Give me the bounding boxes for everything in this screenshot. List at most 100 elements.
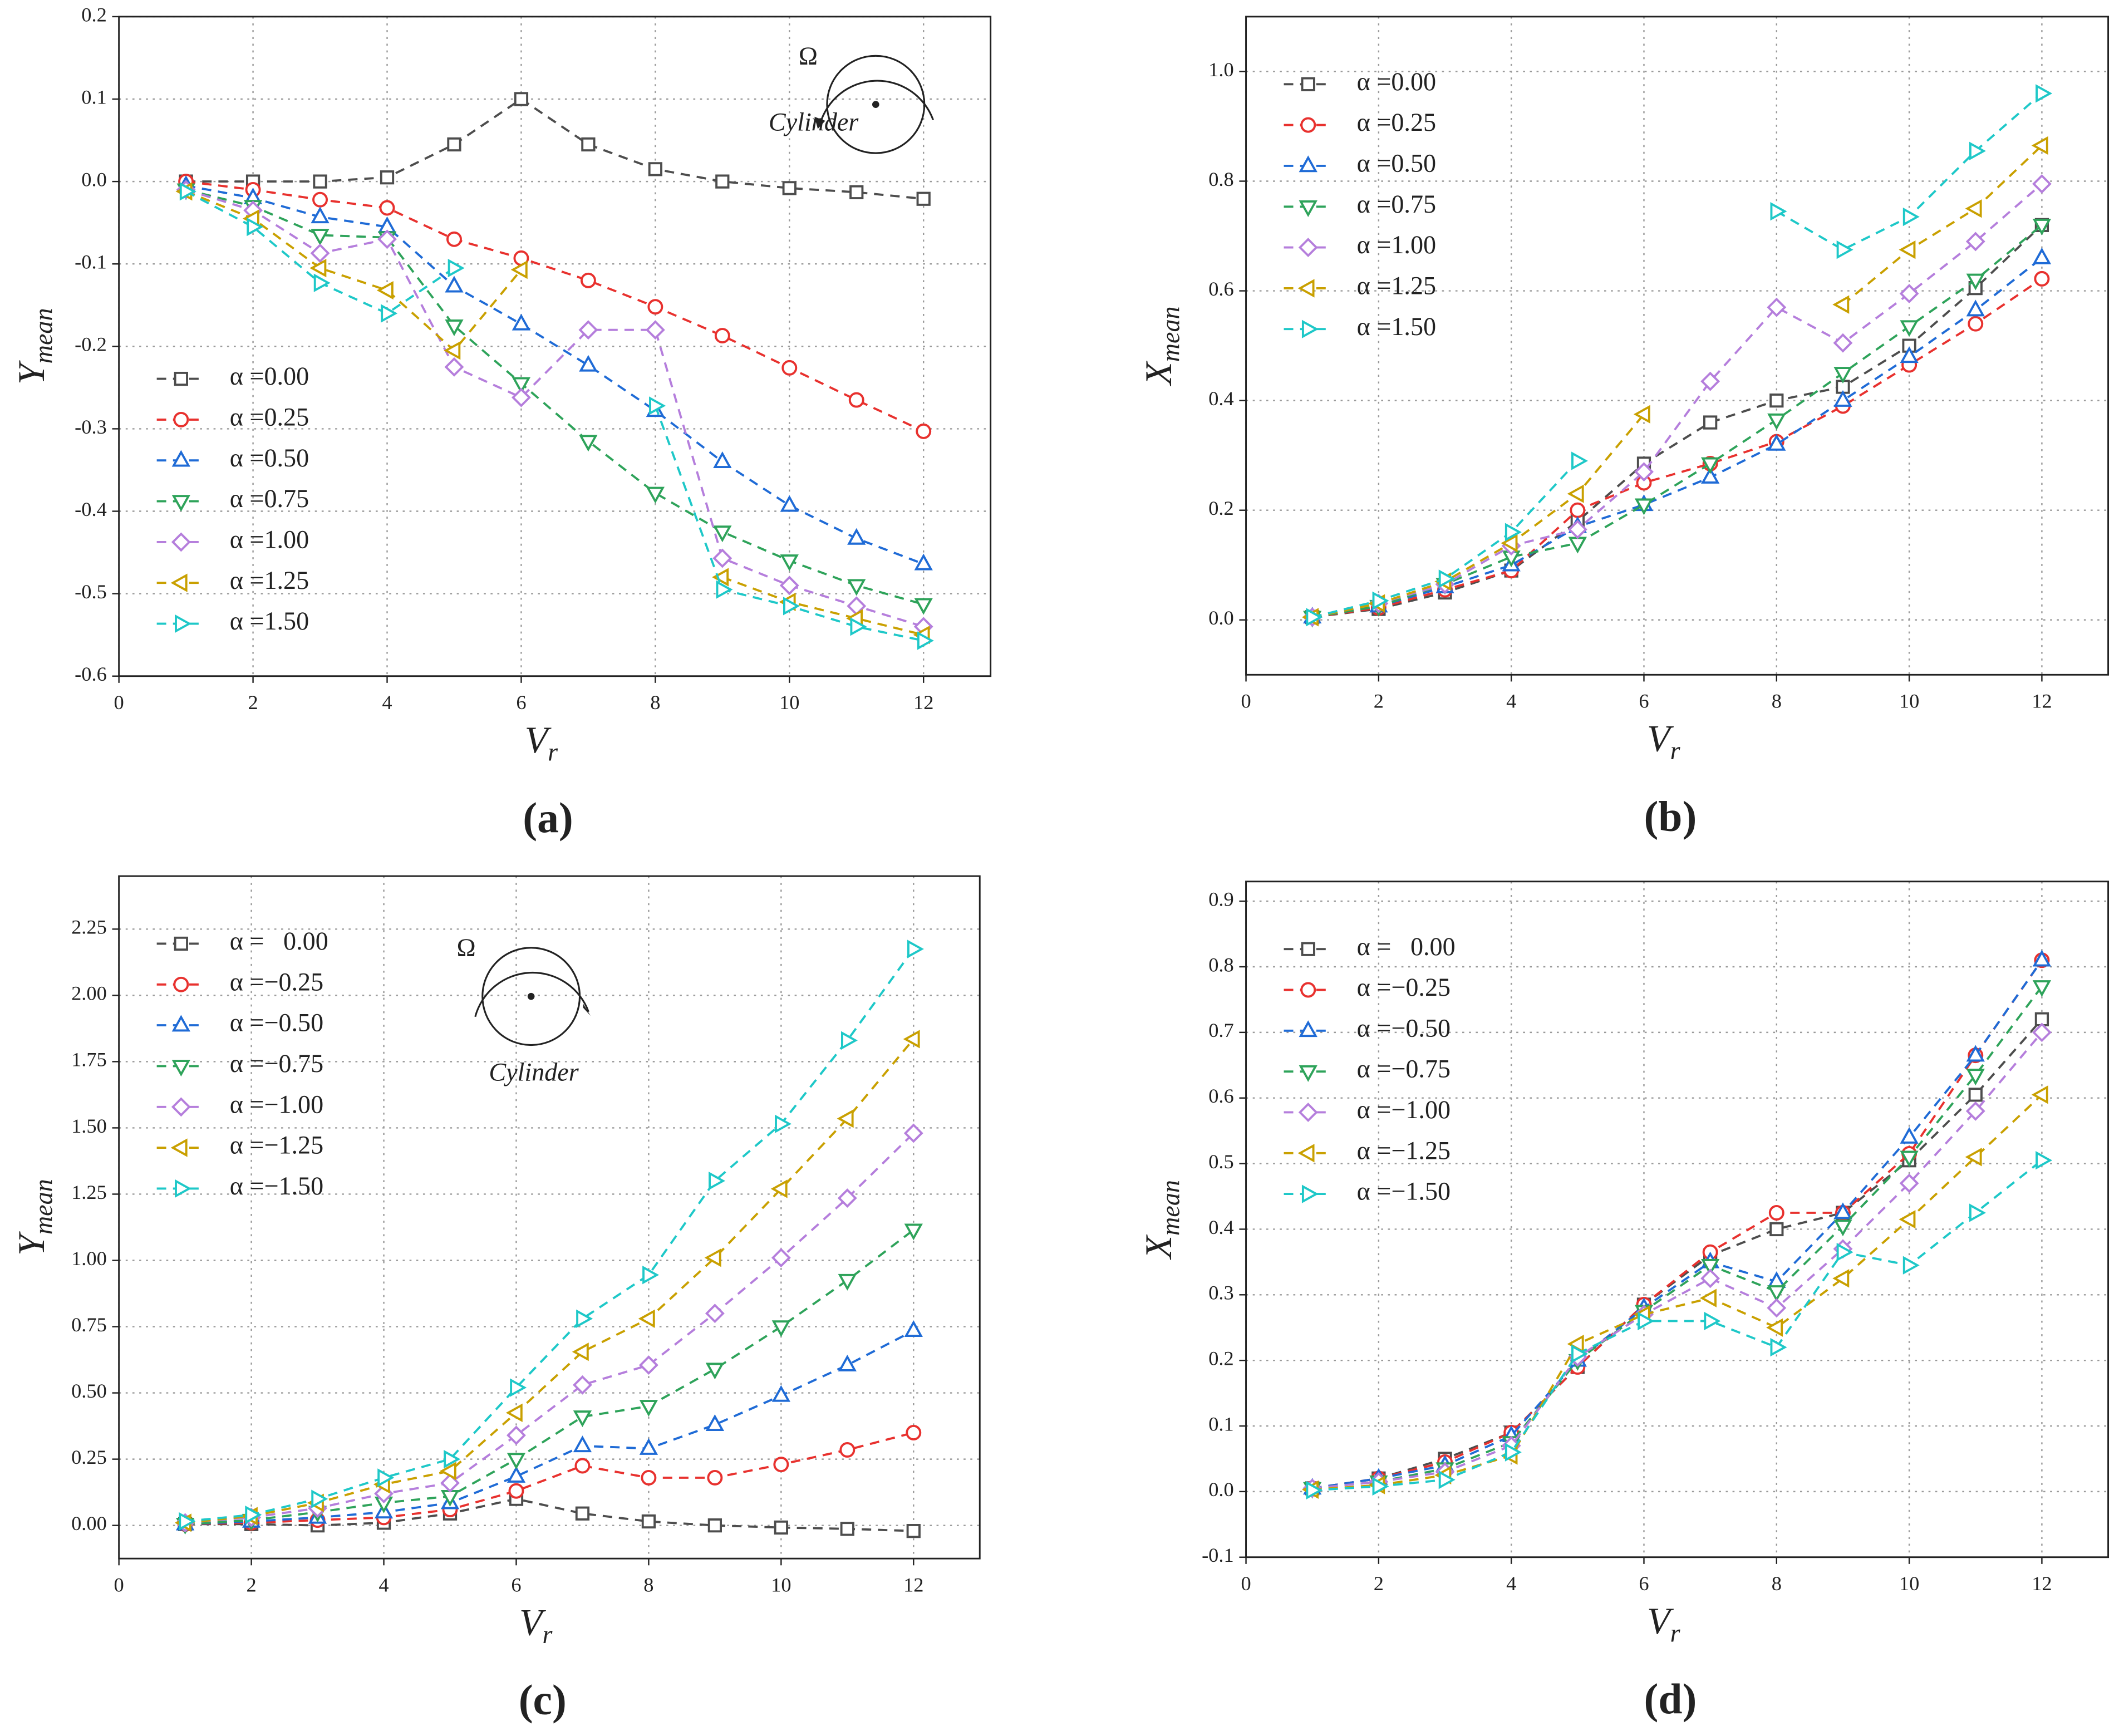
data-point [773,1457,789,1473]
series-line [1312,183,2043,618]
data-point [646,486,665,504]
x-tick-label: 0 [114,1574,124,1596]
plot-frame [118,16,992,677]
data-point [510,260,528,279]
x-tick-label: 10 [779,691,799,714]
data-point [444,357,464,377]
data-point [579,435,598,452]
data-point [445,319,464,336]
x-tick-label: 0 [1241,1572,1251,1595]
data-point [447,137,461,152]
legend-label: α =0.25 [1357,108,1436,136]
x-tick-label: 8 [1772,1572,1782,1595]
data-point [903,1123,923,1143]
series-line [185,948,915,1523]
legend-marker [173,411,189,427]
y-tick-label: -0.3 [75,416,107,438]
data-point [713,451,732,468]
data-point [445,276,464,293]
data-point [2034,271,2050,287]
data-point [639,1400,658,1417]
data-point [439,1462,456,1481]
y-tick-label: 0.8 [1208,168,1234,190]
y-tick-label: 0.8 [1208,953,1234,976]
data-point [507,1453,526,1470]
y-axis-label: Ymean [10,308,57,385]
legend-label: α =0.00 [230,362,309,390]
data-point [904,1223,923,1241]
x-axis-label-sub: r [548,737,558,766]
legend-marker [1299,200,1317,217]
data-point [705,1414,725,1432]
data-point [377,229,397,249]
data-point [1438,1471,1456,1489]
y-tick-label: 0.25 [71,1446,107,1468]
data-point [247,217,264,237]
series-line [1312,278,2043,618]
series-line [1312,224,2043,618]
data-point [309,258,327,278]
data-point [1633,405,1650,424]
data-point [1899,1210,1916,1229]
x-tick-label: 6 [1639,1572,1649,1595]
x-axis-label-main: V [519,1601,547,1643]
panel: 0.0 0.2 0.4 0.6 0.8 1.0 0 2 4 6 8 10 12 α =0.00 α =0.2… [1137,16,2110,840]
y-tick-label: 2.25 [71,916,107,938]
legend-label: α =1.50 [1357,312,1436,341]
data-point [1965,1148,1982,1167]
data-point [1770,202,1787,221]
data-point [313,273,331,292]
legend-marker [171,450,190,467]
data-point [512,313,531,331]
data-point [1833,1202,1852,1219]
legend-label: α =−1.25 [1357,1136,1451,1164]
data-point [705,1304,725,1324]
data-point [444,1449,461,1469]
x-tick-label: 8 [1772,690,1782,712]
data-point [649,396,666,415]
data-point [704,1248,721,1267]
legend-marker [170,573,188,592]
series-line [185,1498,914,1532]
y-tick-label: -0.2 [75,333,107,356]
x-tick-label: 0 [114,691,124,714]
data-point [1570,502,1586,518]
data-point [782,181,797,195]
y-tick-label: 0.9 [1208,888,1234,910]
legend-label: α =0.50 [1357,149,1436,178]
legend-marker [171,1015,190,1032]
data-point [774,1520,788,1535]
series-line [185,180,925,432]
y-tick-label: 0.1 [81,86,107,108]
legend-label: α =1.50 [230,607,309,635]
data-point [907,940,924,958]
data-point [310,243,330,263]
data-point [2032,980,2052,997]
y-tick-label: -0.4 [75,498,107,520]
data-point [1965,199,1982,218]
data-point [179,1512,196,1531]
legend-marker [174,936,188,951]
x-axis-label-sub: r [542,1620,553,1649]
data-point [1836,240,1853,259]
data-point [914,598,933,615]
data-point [245,1505,262,1524]
y-tick-label: 1.50 [71,1115,107,1137]
series-line [1312,257,2043,618]
plot-frame [1245,881,2110,1558]
data-point [642,1266,660,1285]
legend-label: α =−0.75 [1357,1055,1451,1083]
data-point [512,377,531,394]
x-tick-label: 6 [1639,690,1649,712]
x-tick-label: 0 [1241,690,1251,712]
data-point [709,1171,726,1191]
series-line [185,1132,915,1524]
data-point [511,387,531,407]
x-tick-label: 12 [2032,690,2052,712]
data-point [638,1355,658,1375]
data-point [1899,1173,1919,1193]
data-point [783,597,800,616]
data-point [1832,295,1850,314]
y-tick-label: 0.4 [1208,387,1234,410]
